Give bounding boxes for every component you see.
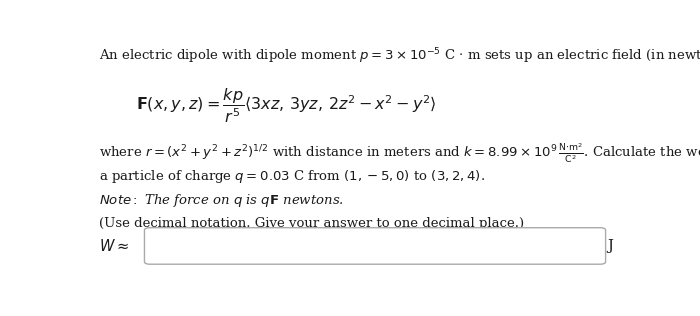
Text: $W \approx$: $W \approx$ (99, 238, 130, 254)
Text: (Use decimal notation. Give your answer to one decimal place.): (Use decimal notation. Give your answer … (99, 217, 524, 230)
Text: J: J (607, 239, 613, 253)
Text: a particle of charge $q = 0.03$ C from $(1, -5, 0)$ to $(3, 2, 4)$.: a particle of charge $q = 0.03$ C from $… (99, 168, 486, 185)
FancyBboxPatch shape (144, 228, 606, 264)
Text: An electric dipole with dipole moment $p = 3 \times 10^{-5}$ C $\cdot$ m sets up: An electric dipole with dipole moment $p… (99, 46, 700, 66)
Text: $\mathbf{F}(x, y, z) = \dfrac{kp}{r^5}\langle 3xz,\, 3yz,\, 2z^2 - x^2 - y^2\ran: $\mathbf{F}(x, y, z) = \dfrac{kp}{r^5}\l… (136, 87, 437, 125)
Text: $\it{Note:}$ The force on $q$ is $q\mathbf{F}$ newtons.: $\it{Note:}$ The force on $q$ is $q\math… (99, 192, 344, 210)
Text: where $r = (x^2 + y^2 + z^2)^{1/2}$ with distance in meters and $k = 8.99 \times: where $r = (x^2 + y^2 + z^2)^{1/2}$ with… (99, 141, 700, 165)
